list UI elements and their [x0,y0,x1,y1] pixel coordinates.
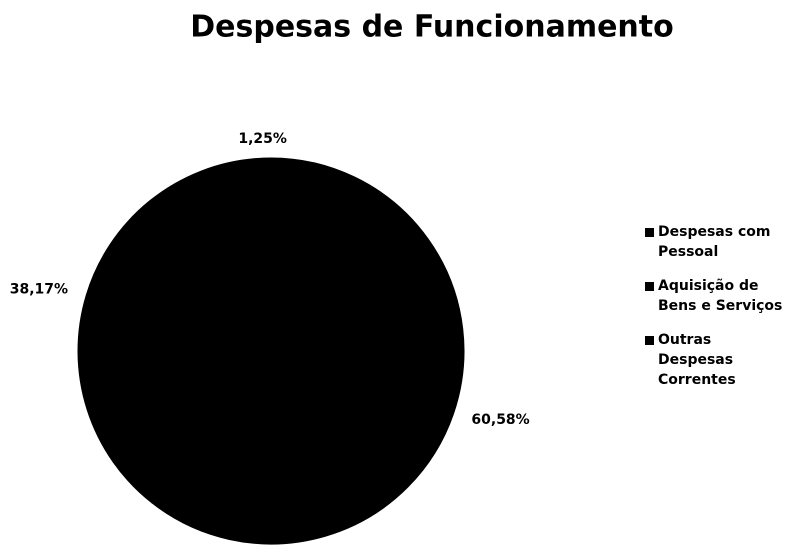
legend-swatch [645,282,654,291]
pie-slice [255,157,272,352]
pie-slice [77,158,272,504]
legend-label: Outras Despesas Correntes [658,332,736,388]
legend-label: Aquisição de Bens e Serviços [658,278,783,314]
pie-slice [151,157,465,545]
legend-item: Aquisição de Bens e Serviços [645,276,785,316]
data-label: 60,58% [471,412,529,428]
legend-label: Despesas com Pessoal [658,224,771,260]
legend-item: Despesas com Pessoal [645,222,785,262]
legend-item: Outras Despesas Correntes [645,330,785,390]
data-label: 38,17% [10,282,68,298]
legend-swatch [645,336,654,345]
data-label: 1,25% [238,131,287,147]
legend-swatch [645,228,654,237]
chart-title: Despesas de Funcionamento [190,10,674,45]
legend: Despesas com Pessoal Aquisição de Bens e … [645,222,785,404]
